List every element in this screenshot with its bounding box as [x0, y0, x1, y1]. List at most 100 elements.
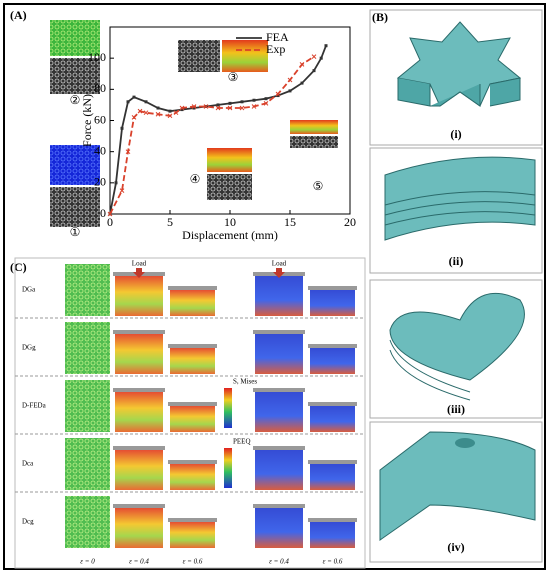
- y-tick-label: 100: [88, 50, 106, 64]
- marker: [131, 115, 137, 120]
- plate: [168, 344, 217, 348]
- marker: [239, 105, 245, 111]
- view-frame: [369, 421, 543, 563]
- heart-model: [389, 292, 525, 381]
- marker: [119, 188, 125, 193]
- inset-image: [207, 148, 252, 172]
- view-label: (iii): [447, 402, 465, 416]
- marker: [276, 94, 280, 98]
- plate: [113, 330, 165, 334]
- inset-image: [222, 40, 268, 72]
- marker: [227, 105, 233, 111]
- panel-b: (B): [369, 9, 543, 563]
- panel-a: (A): [10, 8, 27, 22]
- marker: [120, 126, 124, 130]
- sample-image: [115, 392, 163, 432]
- annotation: ④: [190, 172, 201, 186]
- view-frame: [369, 279, 543, 419]
- plate: [308, 402, 357, 406]
- view-frame: [369, 147, 543, 274]
- sample-image: [170, 522, 215, 548]
- plate: [308, 518, 357, 522]
- column-label: ε = 0.6: [323, 558, 343, 566]
- annotation: ③: [228, 70, 239, 84]
- sample-image: [255, 276, 303, 316]
- plate: [168, 518, 217, 522]
- sample-image: [255, 450, 303, 490]
- marker: [263, 101, 269, 106]
- sample-image: [255, 508, 303, 548]
- column-label: ε = 0: [80, 558, 95, 566]
- marker: [275, 91, 281, 97]
- legend-label: Exp: [266, 42, 285, 56]
- marker: [252, 98, 256, 102]
- inset-image: [50, 58, 100, 94]
- view-label: (i): [450, 127, 461, 141]
- layers: [389, 339, 471, 401]
- colorbar-title: PEEQ: [233, 438, 251, 446]
- star-model-side: [397, 77, 521, 107]
- sample-image: [170, 406, 215, 432]
- annotation: ①: [70, 225, 81, 239]
- panel-label: (B): [372, 10, 388, 24]
- sample-image: [115, 450, 163, 490]
- marker: [156, 106, 160, 110]
- x-tick-label: 5: [167, 215, 173, 229]
- row-label: D-FEDa: [22, 402, 47, 410]
- marker: [228, 101, 232, 105]
- y-tick-label: 20: [94, 175, 106, 189]
- marker: [137, 108, 143, 114]
- plate: [253, 504, 305, 508]
- x-tick-label: 20: [344, 215, 356, 229]
- series-line: [109, 45, 327, 215]
- marker: [203, 104, 209, 109]
- sample-image: [255, 334, 303, 374]
- y-tick-label: 60: [94, 112, 106, 126]
- marker: [311, 54, 317, 59]
- y-axis-label: Force (kN): [80, 94, 94, 147]
- panel-c: (C) S, Mises PEEQ: [10, 257, 366, 569]
- sample-image: [310, 464, 355, 490]
- layers: [384, 191, 536, 226]
- marker: [299, 62, 305, 67]
- marker: [312, 69, 316, 73]
- row-label: DGg: [22, 344, 36, 352]
- y-tick-label: 40: [94, 143, 106, 157]
- row-label: Dca: [22, 460, 34, 468]
- plate: [113, 446, 165, 450]
- load-arrow: [133, 268, 145, 278]
- colorbar-title: S, Mises: [233, 378, 257, 386]
- colorbar: [224, 448, 232, 488]
- sample-image: [170, 348, 215, 374]
- view-label: (iv): [447, 540, 464, 554]
- plate: [308, 286, 357, 290]
- column-label: ε = 0.6: [183, 558, 203, 566]
- column-label: ε = 0.4: [129, 558, 149, 566]
- plate: [113, 388, 165, 392]
- marker: [114, 181, 118, 185]
- marker: [144, 100, 148, 104]
- sample-image: [255, 392, 303, 432]
- insets: [50, 20, 338, 227]
- marker: [264, 97, 268, 101]
- plate: [253, 446, 305, 450]
- plate: [308, 460, 357, 464]
- colorbar: [224, 388, 232, 428]
- marker: [251, 104, 257, 109]
- panel-label: (C): [10, 260, 27, 274]
- row-label: DGa: [22, 286, 36, 294]
- sample-image: [310, 348, 355, 374]
- inset-image: [290, 120, 338, 134]
- load-label: Load: [132, 260, 147, 268]
- plate: [113, 504, 165, 508]
- column-label: ε = 0.4: [269, 558, 289, 566]
- marker: [319, 56, 323, 60]
- marker: [324, 44, 328, 48]
- x-tick-label: 15: [284, 215, 296, 229]
- x-tick-label: 0: [107, 215, 113, 229]
- sample-image: [65, 438, 110, 490]
- marker: [287, 77, 293, 83]
- inset-image: [178, 40, 220, 72]
- sample-image: [115, 276, 163, 316]
